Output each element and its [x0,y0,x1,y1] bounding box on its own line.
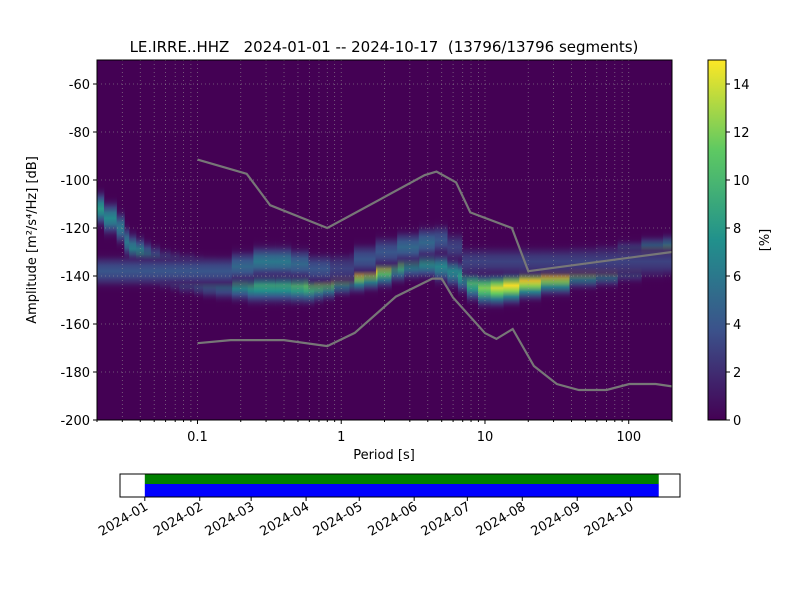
timeline-tick-label: 2024-07 [419,499,474,539]
colorbar-label: [%] [758,229,773,252]
x-tick-label: 100 [616,430,641,445]
chart-title: LE.IRRE..HHZ 2024-01-01 -- 2024-10-17 (1… [130,38,639,56]
timeline-frame [119,473,681,498]
y-tick-label: -120 [60,222,90,237]
timeline-tick-label: 2024-03 [203,499,258,539]
density-column [103,184,118,252]
density-column [462,228,672,296]
x-axis-label: Period [s] [353,448,415,463]
y-tick-label: -180 [60,366,90,381]
colorbar-tick-label: 12 [733,126,750,141]
timeline-tick-label: 2024-01 [96,499,151,539]
y-tick-label: -80 [69,126,90,141]
density-column [330,235,355,303]
coverage-bar [144,474,659,484]
timeline-tick-label: 2024-08 [474,499,529,539]
colorbar-tick-label: 2 [733,366,741,381]
density-column [290,230,309,298]
y-tick-label: -160 [60,318,90,333]
timeline-tick-label: 2024-10 [582,499,637,539]
y-axis-label: Amplitude [m²/s⁴/Hz] [dB] [25,156,40,324]
density-column [434,206,448,274]
density-column [97,175,105,243]
colorbar-tick-label: 10 [733,174,750,189]
coverage-bar [144,484,659,497]
density-column [253,228,276,296]
timeline-tick-label: 2024-04 [258,499,313,539]
noise-model-line [197,277,672,392]
colorbar-tick-label: 14 [733,78,750,93]
density-column [275,228,292,296]
timeline-tick-label: 2024-09 [529,499,584,539]
plot-area [97,60,672,420]
density-column [375,218,398,286]
x-tick-label: 0.1 [187,430,208,445]
timeline-tick-label: 2024-02 [151,499,206,539]
colorbar-tick-label: 6 [733,270,741,285]
density-column [97,237,233,305]
density-column [353,225,376,293]
y-tick-label: -200 [60,414,90,429]
density-column [231,232,254,300]
timeline-tick-label: 2024-05 [311,499,366,539]
noise-model-line [197,158,672,273]
y-tick-label: -60 [69,78,90,93]
density-column [397,213,420,281]
timeline-tick-label: 2024-06 [366,499,421,539]
y-tick-label: -100 [60,174,90,189]
colorbar-tick-label: 0 [733,414,741,429]
colorbar-tick-label: 4 [733,318,741,333]
x-tick-label: 1 [337,430,345,445]
density-column [418,208,436,276]
y-tick-label: -140 [60,270,90,285]
density-column [116,194,125,262]
colorbar-tick-label: 8 [733,222,741,237]
x-tick-label: 10 [477,430,494,445]
density-column [447,213,463,281]
colorbar [707,59,727,421]
density-column [308,235,331,303]
